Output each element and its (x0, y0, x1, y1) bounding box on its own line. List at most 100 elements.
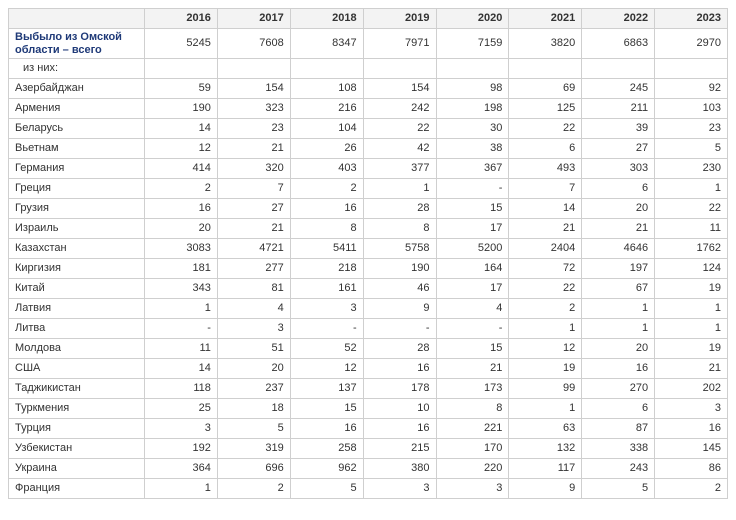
cell: - (289, 318, 364, 339)
empty-cell (289, 58, 364, 79)
row-label: Литва (8, 318, 145, 339)
subheader-row: из них: (8, 58, 728, 79)
cell: 303 (581, 158, 656, 179)
cell: 962 (289, 458, 364, 479)
cell: 22 (508, 278, 583, 299)
cell: 108 (289, 78, 364, 99)
cell: 5 (289, 478, 364, 499)
data-row: Украина 364 696 962 380 220 117 243 86 (8, 458, 728, 479)
cell: 16 (144, 198, 218, 219)
cell: 22 (654, 198, 728, 219)
row-label: Германия (8, 158, 145, 179)
cell: 6 (508, 138, 583, 159)
cell: 377 (362, 158, 437, 179)
cell: 25 (144, 398, 218, 419)
cell: 16 (654, 418, 728, 439)
cell: 42 (362, 138, 437, 159)
cell: 154 (216, 78, 291, 99)
data-row: Германия 414 320 403 377 367 493 303 230 (8, 158, 728, 179)
cell: 1 (581, 298, 656, 319)
cell: 21 (435, 358, 510, 379)
column-header: 2021 (508, 8, 583, 29)
data-row: Казахстан 3083 4721 5411 5758 5200 2404 4646 176… (8, 238, 728, 259)
cell: 8 (435, 398, 510, 419)
cell: 20 (581, 198, 656, 219)
cell: 124 (654, 258, 728, 279)
cell: 15 (289, 398, 364, 419)
cell: 30 (435, 118, 510, 139)
cell: 8347 (289, 28, 364, 59)
cell: 87 (581, 418, 656, 439)
cell: 3820 (508, 28, 583, 59)
cell: 319 (216, 438, 291, 459)
cell: 3 (144, 418, 218, 439)
cell: 4 (435, 298, 510, 319)
cell: 2 (654, 478, 728, 499)
row-label: Вьетнам (8, 138, 145, 159)
cell: 242 (362, 98, 437, 119)
data-row: Латвия 1 4 3 9 4 2 1 1 (8, 298, 728, 319)
cell: 1 (654, 298, 728, 319)
cell: 19 (654, 338, 728, 359)
row-label: Израиль (8, 218, 145, 239)
cell: 190 (362, 258, 437, 279)
cell: 5 (654, 138, 728, 159)
data-row: Узбекистан 192 319 258 215 170 132 338 145 (8, 438, 728, 459)
row-label: Грузия (8, 198, 145, 219)
cell: 2 (289, 178, 364, 199)
cell: 6 (581, 398, 656, 419)
cell: 14 (508, 198, 583, 219)
cell: 17 (435, 278, 510, 299)
total-row: Выбыло из Омской области – всего 5245 7608… (8, 28, 728, 59)
empty-cell (216, 58, 291, 79)
cell: 270 (581, 378, 656, 399)
column-header: 2023 (654, 8, 728, 29)
header-row: 2016 2017 2018 2019 2020 2021 2022 2023 (8, 8, 728, 29)
cell: 4721 (216, 238, 291, 259)
cell: 1 (581, 318, 656, 339)
cell: 63 (508, 418, 583, 439)
cell: 198 (435, 98, 510, 119)
cell: 27 (216, 198, 291, 219)
cell: 15 (435, 338, 510, 359)
cell: 338 (581, 438, 656, 459)
cell: 20 (216, 358, 291, 379)
cell: 69 (508, 78, 583, 99)
column-header: 2017 (216, 8, 291, 29)
cell: 20 (581, 338, 656, 359)
cell: 9 (362, 298, 437, 319)
cell: 414 (144, 158, 218, 179)
row-label: Латвия (8, 298, 145, 319)
cell: 1 (508, 398, 583, 419)
row-label: Греция (8, 178, 145, 199)
cell: 1 (362, 178, 437, 199)
row-label: Франция (8, 478, 145, 499)
cell: 12 (144, 138, 218, 159)
data-row: США 14 20 12 16 21 19 16 21 (8, 358, 728, 379)
cell: 19 (654, 278, 728, 299)
cell: 161 (289, 278, 364, 299)
cell: 277 (216, 258, 291, 279)
cell: 20 (144, 218, 218, 239)
cell: 22 (508, 118, 583, 139)
cell: 343 (144, 278, 218, 299)
cell: 215 (362, 438, 437, 459)
cell: 1 (654, 178, 728, 199)
corner-cell (8, 8, 145, 29)
data-row: Грузия 16 27 16 28 15 14 20 22 (8, 198, 728, 219)
data-row: Франция 1 2 5 3 3 9 5 2 (8, 478, 728, 499)
cell: 7 (216, 178, 291, 199)
row-label: США (8, 358, 145, 379)
cell: 7159 (435, 28, 510, 59)
cell: 125 (508, 98, 583, 119)
cell: 1 (654, 318, 728, 339)
empty-cell (144, 58, 218, 79)
data-row: Азербайджан 59 154 108 154 98 69 245 92 (8, 78, 728, 99)
cell: 5758 (362, 238, 437, 259)
column-header: 2022 (581, 8, 656, 29)
empty-cell (362, 58, 437, 79)
cell: 137 (289, 378, 364, 399)
cell: 2404 (508, 238, 583, 259)
cell: 190 (144, 98, 218, 119)
